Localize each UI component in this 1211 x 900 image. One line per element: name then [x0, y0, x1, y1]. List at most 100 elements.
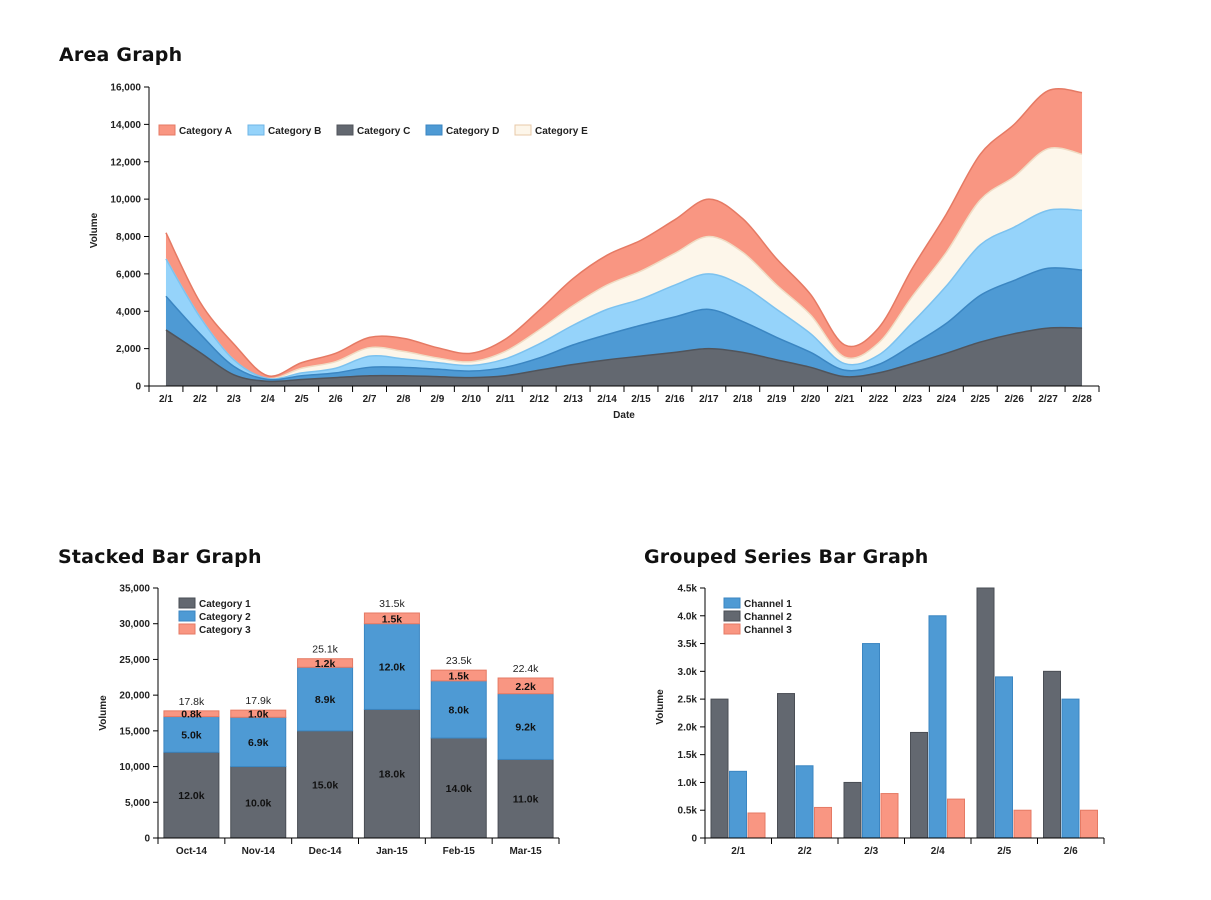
grouped-bar-channel-1	[995, 676, 1013, 839]
stacked-bar-value-label: 0.8k	[181, 709, 202, 721]
area-legend-swatch	[158, 124, 176, 136]
area-y-tick-label: 2,000	[116, 344, 141, 355]
area-y-tick-label: 4,000	[116, 307, 141, 318]
stacked-bar-category-2	[497, 693, 554, 760]
grouped-bar-channel-3	[880, 793, 899, 839]
grouped-y-tick-label: 4.5k	[678, 584, 698, 595]
grouped-legend-swatch	[723, 610, 741, 622]
stacked-legend-swatch	[178, 623, 196, 635]
area-x-tick-label: 2/3	[227, 394, 241, 405]
stacked-y-tick-label: 30,000	[119, 619, 150, 630]
area-x-tick-label: 2/26	[1004, 394, 1024, 405]
stacked-y-tick-label: 20,000	[119, 691, 150, 702]
grouped-bar-channel-1	[729, 770, 747, 839]
grouped-y-tick-label: 1.0k	[678, 778, 698, 789]
grouped-bar-channel-2	[777, 693, 795, 839]
stacked-bar-value-label: 1.5k	[382, 613, 403, 625]
area-x-tick-label: 2/22	[869, 394, 889, 405]
area-x-tick-label: 2/28	[1072, 394, 1092, 405]
area-x-tick-label: 2/15	[631, 394, 651, 405]
area-legend-swatch	[425, 124, 443, 136]
area-x-tick-label: 2/8	[397, 394, 411, 405]
area-x-tick-label: 2/4	[261, 394, 275, 405]
stacked-bar-category-2	[297, 666, 354, 732]
grouped-bar-channel-1	[795, 765, 814, 839]
area-y-tick-label: 8,000	[116, 232, 141, 243]
grouped-y-tick-label: 3.0k	[678, 667, 698, 678]
stacked-bar-category-2	[363, 623, 420, 710]
grouped-bar-graph-title: Grouped Series Bar Graph	[644, 546, 929, 568]
area-legend-swatch	[336, 124, 354, 136]
area-x-tick-label: 2/9	[430, 394, 444, 405]
grouped-x-tick-label: 2/6	[1064, 846, 1078, 857]
area-x-tick-label: 2/6	[329, 394, 343, 405]
stacked-legend-label: Category 1	[199, 599, 251, 610]
stacked-bar-category-3	[430, 669, 487, 682]
area-category-c	[165, 327, 1083, 386]
grouped-y-tick-label: 0.5k	[678, 806, 698, 817]
area-y-tick-label: 16,000	[110, 83, 141, 94]
area-x-tick-label: 2/5	[295, 394, 309, 405]
stacked-legend-swatch	[178, 610, 196, 622]
grouped-bar-channel-2	[843, 781, 862, 839]
stacked-bar-category-2	[163, 716, 220, 753]
grouped-legend-label: Channel 2	[744, 612, 792, 623]
area-x-tick-label: 2/2	[193, 394, 207, 405]
area-y-tick-label: 12,000	[110, 157, 141, 168]
grouped-bar-channel-2	[710, 698, 729, 839]
area-x-tick-label: 2/17	[699, 394, 719, 405]
stacked-bar-category-1	[363, 708, 420, 839]
stacked-x-tick-label: Nov-14	[242, 846, 276, 857]
stacked-bar-total-label: 17.9k	[245, 695, 271, 707]
area-legend-swatch	[514, 124, 532, 136]
area-x-tick-label: 2/19	[767, 394, 787, 405]
area-line-category-b	[165, 208, 1083, 380]
stacked-bar-value-label: 6.9k	[248, 737, 269, 749]
grouped-bar-channel-1	[1061, 698, 1080, 839]
area-x-tick-label: 2/16	[665, 394, 685, 405]
stacked-y-tick-label: 0	[144, 834, 150, 845]
stacked-bar-value-label: 2.2k	[515, 681, 536, 693]
area-y-tick-label: 10,000	[110, 195, 141, 206]
grouped-x-tick-label: 2/5	[997, 846, 1011, 857]
area-graph-title: Area Graph	[59, 44, 183, 66]
grouped-legend-swatch	[723, 597, 741, 609]
area-y-axis-label: Volume	[89, 212, 100, 248]
grouped-bar-channel-2	[910, 731, 928, 839]
stacked-bar-category-1	[430, 737, 487, 839]
area-line-category-a	[165, 88, 1083, 377]
stacked-bar-value-label: 18.0k	[379, 769, 405, 781]
area-y-tick-label: 6,000	[116, 269, 141, 280]
grouped-x-tick-label: 2/3	[864, 846, 878, 857]
stacked-bar-value-label: 8.9k	[315, 694, 336, 706]
stacked-bar-value-label: 5.0k	[181, 729, 202, 741]
stacked-bar-category-2	[230, 716, 287, 768]
area-chart: 0 2,000 4,000 6,000 8,000 10,000 12,000 14,000 1…	[89, 83, 1100, 421]
stacked-x-tick-label: Jan-15	[376, 846, 408, 857]
area-x-tick-label: 2/23	[903, 394, 923, 405]
stacked-x-tick-label: Oct-14	[176, 846, 208, 857]
stacked-bar-value-label: 15.0k	[312, 779, 338, 791]
grouped-y-tick-label: 4.0k	[678, 611, 698, 622]
area-x-tick-label: 2/13	[563, 394, 583, 405]
grouped-y-tick-label: 2.5k	[678, 695, 698, 706]
stacked-bar-value-label: 10.0k	[245, 797, 271, 809]
area-y-tick-label: 0	[135, 382, 141, 393]
grouped-x-tick-label: 2/1	[731, 846, 745, 857]
stacked-bar-value-label: 12.0k	[379, 662, 405, 674]
grouped-bar-channel-3	[747, 812, 766, 839]
stacked-bar-category-3	[297, 658, 354, 668]
stacked-bar-category-2	[430, 680, 487, 739]
area-legend-label: Category E	[535, 126, 588, 137]
area-x-tick-label: 2/21	[835, 394, 855, 405]
area-x-tick-label: 2/1	[159, 394, 173, 405]
area-line-category-e	[165, 147, 1083, 380]
stacked-bar-value-label: 9.2k	[515, 722, 536, 734]
area-x-tick-label: 2/24	[937, 394, 957, 405]
stacked-bar-category-3	[497, 677, 554, 695]
area-x-axis-label: Date	[613, 410, 635, 421]
grouped-bar-channel-3	[814, 806, 832, 839]
stacked-bar-graph-title: Stacked Bar Graph	[58, 546, 262, 568]
area-legend-label: Category D	[446, 126, 499, 137]
